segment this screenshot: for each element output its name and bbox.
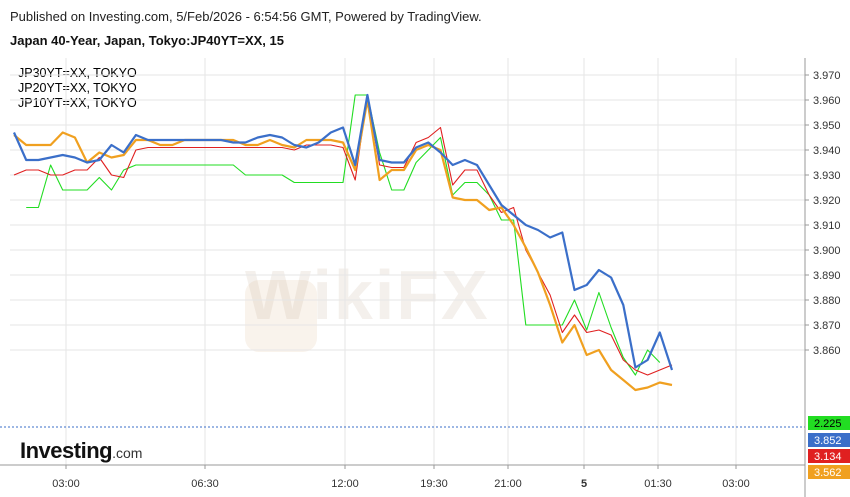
series-layer xyxy=(12,93,674,392)
price-tag xyxy=(808,416,850,430)
published-caption: Published on Investing.com, 5/Feb/2026 -… xyxy=(10,9,482,24)
price-tag xyxy=(808,449,850,463)
y-tick-label: 3.930 xyxy=(813,170,841,182)
series-line-jp10yt-xx xyxy=(26,94,661,376)
x-tick-label: 21:00 xyxy=(494,478,522,490)
y-tick-label: 3.940 xyxy=(813,145,841,157)
y-tick-label: 3.970 xyxy=(813,70,841,82)
y-tick-label: 3.890 xyxy=(813,270,841,282)
y-tick-label: 3.910 xyxy=(813,220,841,232)
y-tick-label: 3.870 xyxy=(813,320,841,332)
x-tick-label: 06:30 xyxy=(191,478,219,490)
x-tick-label: 01:30 xyxy=(644,478,672,490)
price-tag xyxy=(808,465,850,479)
investing-logo: Investing.com xyxy=(20,438,142,464)
series-line-jp30yt-xx xyxy=(13,98,673,392)
price-tag-label: 3.134 xyxy=(814,451,842,463)
series-line-japan-40-year xyxy=(12,93,674,371)
price-tag xyxy=(808,433,850,447)
y-tick-label: 3.950 xyxy=(813,120,841,132)
price-tag-label: 2.225 xyxy=(814,418,842,430)
y-tick-label: 3.880 xyxy=(813,295,841,307)
x-tick-label: 03:00 xyxy=(52,478,80,490)
chart-title: Japan 40-Year, Japan, Tokyo:JP40YT=XX, 1… xyxy=(10,33,284,48)
x-tick-label: 5 xyxy=(581,478,587,490)
price-tag-label: 3.562 xyxy=(814,467,842,479)
watermark: WikiFX xyxy=(245,255,490,335)
axis-layer: 3.970 3.960 3.950 3.940 3.930 3.920 3.910 3.900… xyxy=(0,58,841,497)
series-line-jp20yt-xx xyxy=(13,94,673,376)
price-tag-layer: 2.225 3.852 3.134 3.562 xyxy=(808,416,850,479)
y-tick-label: 3.900 xyxy=(813,245,841,257)
grid xyxy=(0,58,805,465)
x-tick-label: 19:30 xyxy=(420,478,448,490)
y-tick-label: 3.860 xyxy=(813,345,841,357)
watermark-text: WikiFX xyxy=(245,256,490,334)
logo-text: Investing xyxy=(20,438,113,463)
legend-item-jp20: JP20YT=XX, TOKYO xyxy=(18,81,137,95)
x-tick-label: 12:00 xyxy=(331,478,359,490)
price-tag-label: 3.852 xyxy=(814,435,842,447)
watermark-badge-icon xyxy=(245,280,317,352)
legend-item-jp30: JP30YT=XX, TOKYO xyxy=(18,66,137,80)
legend: JP30YT=XX, TOKYO JP20YT=XX, TOKYO JP10YT… xyxy=(18,66,137,111)
logo-suffix: .com xyxy=(112,445,143,461)
y-tick-label: 3.960 xyxy=(813,95,841,107)
x-tick-label: 03:00 xyxy=(722,478,750,490)
y-tick-label: 3.920 xyxy=(813,195,841,207)
